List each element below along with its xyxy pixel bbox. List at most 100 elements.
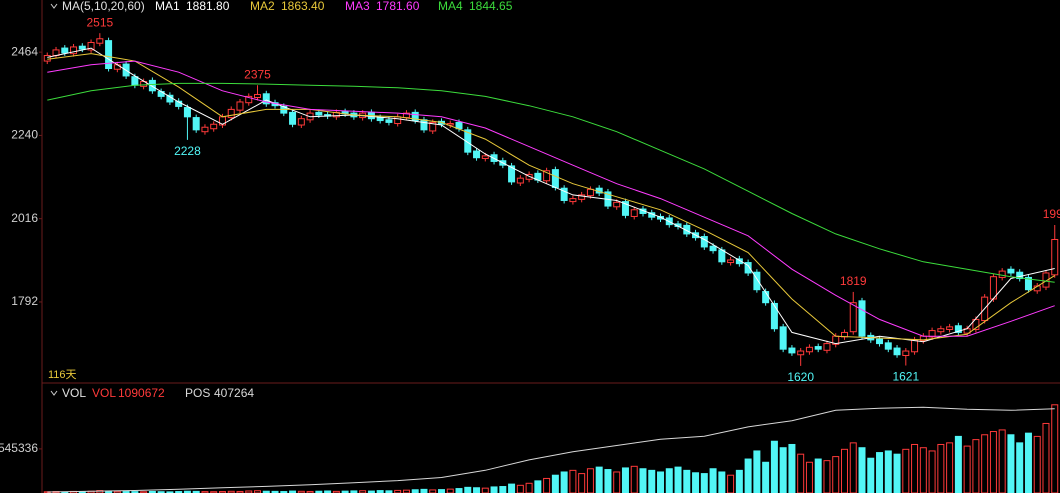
candle-body (1051, 239, 1059, 276)
candle-body (744, 262, 752, 274)
volume-bar (683, 469, 691, 493)
volume-bar (96, 490, 104, 493)
candle-body (998, 270, 1006, 278)
volume-bar (446, 488, 454, 493)
candle-body (148, 79, 156, 92)
candle-body (131, 76, 139, 86)
candle-body (227, 108, 235, 119)
volume-bar (499, 486, 507, 493)
candle-body (245, 95, 253, 104)
volume-bar (350, 490, 358, 493)
volume-bar (998, 429, 1006, 493)
candle-body (429, 121, 437, 132)
candle-body (315, 111, 323, 116)
candle-body (236, 101, 244, 111)
volume-bar (937, 443, 945, 493)
volume-bar (551, 474, 559, 493)
candle-body (289, 111, 297, 125)
candle-body (262, 93, 270, 105)
candle-body (201, 126, 209, 133)
collapse-icon (50, 3, 58, 9)
volume-bar (972, 439, 980, 493)
candle-body (254, 94, 262, 99)
candle-body (727, 259, 735, 264)
candle-body (762, 291, 770, 304)
candle-body (735, 258, 743, 265)
volume-bar (578, 473, 586, 493)
candle-body (972, 318, 980, 330)
candle-body (788, 347, 796, 354)
volume-bar (543, 477, 551, 493)
volume-bar (604, 469, 612, 493)
volume-bar (166, 491, 174, 493)
candle-body (797, 350, 805, 356)
volume-bar (534, 480, 542, 493)
volume-bar (1024, 432, 1032, 493)
y-tick-label: 2016 (11, 211, 38, 225)
volume-bar (140, 491, 148, 493)
volume-bar (770, 440, 778, 493)
candle-body (876, 338, 884, 345)
y-tick-label: 545336 (0, 441, 38, 455)
volume-bar (1051, 404, 1059, 493)
volume-bar (516, 484, 524, 493)
volume-bar (1033, 435, 1041, 493)
legend-name: MA1 (155, 0, 180, 13)
volume-bar (902, 448, 910, 493)
candle-body (770, 302, 778, 330)
legend-name: MA3 (345, 0, 370, 13)
volume-bar (464, 486, 472, 493)
high-label: 2375 (244, 67, 271, 81)
volume-bar (981, 434, 989, 493)
ma-line (47, 82, 1055, 283)
candle-body (753, 271, 761, 291)
candle-body (586, 188, 594, 197)
volume-bar (1007, 434, 1015, 493)
low-label: 1621 (892, 370, 919, 384)
volume-bar (779, 447, 787, 493)
candle-body (954, 325, 962, 333)
candle-body (420, 119, 428, 131)
volume-bar (254, 490, 262, 493)
candle-body (578, 194, 586, 200)
volume-bar (876, 452, 884, 493)
volume-bar (639, 468, 647, 493)
candle-body (683, 224, 691, 235)
volume-bar (359, 490, 367, 493)
volume-bar (893, 453, 901, 493)
candle-body (1007, 268, 1015, 274)
volume-bar (928, 450, 936, 493)
candle-body (902, 350, 910, 356)
volume-bar (437, 489, 445, 493)
y-tick-label: 1792 (11, 294, 38, 308)
candle-body (43, 54, 51, 62)
candle-body (1024, 276, 1032, 291)
volume-bar (797, 453, 805, 493)
candle-body (551, 169, 559, 188)
volume-bar (867, 457, 875, 493)
volume-bar (832, 456, 840, 493)
candle-body (192, 117, 200, 131)
volume-bar (490, 486, 498, 493)
volume-bar (385, 490, 393, 493)
legend-value: 1781.60 (376, 0, 420, 13)
candle-body (70, 46, 78, 55)
pos-value: 407264 (214, 386, 254, 400)
candle-body (911, 339, 919, 353)
volume-bar (560, 471, 568, 493)
candle-body (893, 347, 901, 356)
candle-body (630, 209, 638, 217)
volume-bar (727, 474, 735, 493)
candle-body (394, 116, 402, 125)
candle-body (858, 300, 866, 337)
candle-body (1042, 272, 1050, 288)
volume-bar (840, 448, 848, 493)
candle-body (96, 38, 104, 44)
volume-title: VOL (62, 386, 86, 400)
candle-body (946, 326, 954, 330)
volume-bar (613, 471, 621, 493)
volume-bar (762, 461, 770, 493)
candle-body (709, 245, 717, 252)
